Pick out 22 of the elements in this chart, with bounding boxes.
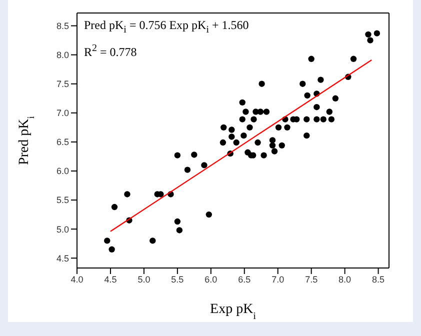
x-tick-label: 6.5	[238, 274, 251, 284]
annotation: R$^{2}$ = 0.778	[84, 42, 138, 62]
x-tick-label: 7.0	[272, 274, 284, 284]
y-tick-label: 6.0	[56, 166, 69, 176]
x-tick-label: 5.5	[171, 274, 184, 284]
y-tick-label: 7.5	[56, 79, 69, 90]
y-tick-label: 4.5	[56, 253, 69, 264]
y-tick-label: 5.0	[56, 224, 69, 234]
x-axis-title: Exp pK$_{i}$	[210, 302, 256, 322]
x-tick-label: 7.5	[305, 274, 318, 284]
y-tick-label: 8.0	[56, 50, 69, 60]
x-tick-label: 5.0	[138, 274, 150, 284]
x-tick-label: 4.5	[104, 274, 117, 284]
x-tick-label: 6.0	[204, 274, 218, 284]
y-tick-label: 5.5	[56, 195, 69, 206]
y-tick-label: 6.5	[56, 137, 69, 148]
x-tick-label: 8.0	[338, 274, 352, 284]
annotation: Pred pK$_{i}$ = 0.756 Exp pK$_{i}$ + 1.560	[84, 17, 249, 38]
x-tick-label: 4.0	[70, 274, 84, 284]
y-tick-label: 7.0	[56, 108, 69, 118]
x-tick-label: 8.5	[372, 274, 385, 284]
y-tick-label: 8.5	[56, 20, 69, 31]
